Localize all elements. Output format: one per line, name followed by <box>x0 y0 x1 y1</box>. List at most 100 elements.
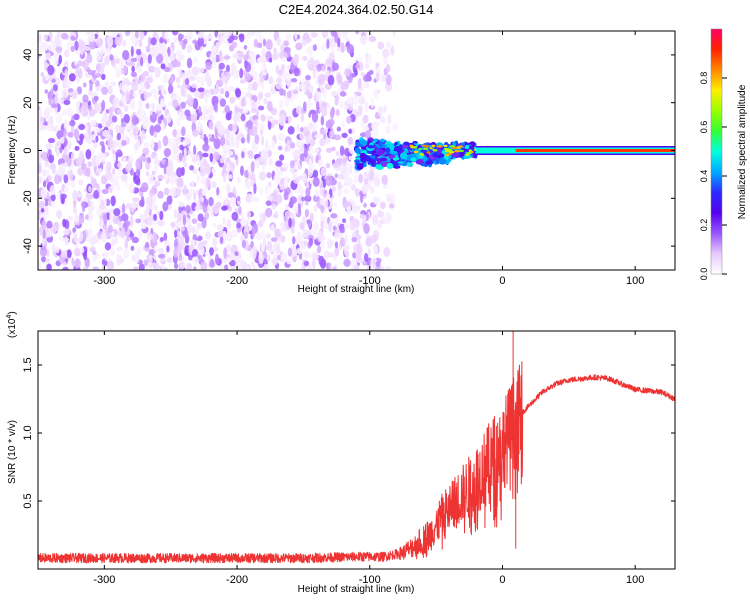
heatmap-cell <box>345 36 349 42</box>
heatmap-cell <box>105 108 110 114</box>
heatmap-cell <box>43 211 48 222</box>
heatmap-cell <box>154 180 161 187</box>
heatmap-cell <box>238 33 244 39</box>
heatmap-cell <box>51 78 56 83</box>
heatmap-cell <box>76 108 81 114</box>
heatmap-cell <box>52 84 58 92</box>
heatmap-cell <box>124 31 131 37</box>
heatmap-cell <box>138 229 143 240</box>
heatmap-cell <box>341 218 347 224</box>
heatmap-cell <box>314 91 322 102</box>
heatmap-cell <box>133 125 139 137</box>
heatmap-cell <box>296 231 303 244</box>
heatmap-cell <box>161 264 166 270</box>
heatmap-cell <box>185 99 191 105</box>
heatmap-cell <box>38 176 43 184</box>
heatmap-cell <box>399 144 403 149</box>
heatmap-cell <box>165 160 169 167</box>
heatmap-cell <box>254 145 259 152</box>
heatmap-cell <box>187 149 191 155</box>
heatmap-cell <box>139 31 145 41</box>
heatmap-cell <box>258 252 264 265</box>
heatmap-cell <box>38 119 42 130</box>
heatmap-cell <box>154 261 160 270</box>
heatmap-cell <box>40 187 48 199</box>
heatmap-cell <box>108 36 113 44</box>
heatmap-cell <box>468 149 472 152</box>
heatmap-cell <box>343 81 350 88</box>
heatmap-cell <box>116 253 120 261</box>
heatmap-cell <box>267 181 272 187</box>
heatmap-cell <box>212 238 218 247</box>
heatmap-cell <box>334 94 340 103</box>
heatmap-cell <box>356 164 364 170</box>
heatmap-cell <box>292 236 296 245</box>
heatmap-cell <box>68 73 76 82</box>
heatmap-cell <box>219 135 226 147</box>
heatmap-cell <box>293 205 299 215</box>
heatmap-cell <box>79 231 84 242</box>
heatmap-cell <box>265 39 273 51</box>
heatmap-cell <box>239 68 244 79</box>
heatmap-cell <box>157 253 166 259</box>
heatmap-cell <box>207 105 214 116</box>
heatmap-cell <box>70 35 76 41</box>
heatmap-cell <box>114 235 118 245</box>
colorbar-gradient <box>710 28 723 275</box>
heatmap-cell <box>145 102 150 109</box>
heatmap-cell <box>321 215 328 222</box>
heatmap-cell <box>75 156 82 167</box>
heatmap-cell <box>354 147 361 154</box>
heatmap-cell <box>308 133 312 142</box>
snr-multiplier-close: ) <box>7 311 18 314</box>
heatmap-cell <box>200 196 204 203</box>
heatmap-cell <box>114 124 122 133</box>
heatmap-cell <box>266 172 272 179</box>
heatmap-cell <box>361 183 369 195</box>
heatmap-cell <box>58 166 66 175</box>
heatmap-cell <box>279 114 286 127</box>
heatmap-cell <box>250 179 255 185</box>
heatmap-cell <box>221 76 228 83</box>
heatmap-cell <box>243 54 249 61</box>
heatmap-cell <box>341 120 346 128</box>
heatmap-cell <box>371 155 376 159</box>
heatmap-cell <box>273 47 277 53</box>
heatmap-cell <box>183 147 187 158</box>
heatmap-cell <box>180 226 185 232</box>
heatmap-cell <box>81 201 86 213</box>
heatmap-cell <box>41 219 47 232</box>
heatmap-cell <box>369 185 375 194</box>
heatmap-cell <box>132 255 139 262</box>
heatmap-cell <box>56 149 60 157</box>
heatmap-cell <box>426 151 431 154</box>
heatmap-cell <box>413 150 419 154</box>
heatmap-cell <box>347 136 354 146</box>
heatmap-cell <box>377 106 384 117</box>
heatmap-cell <box>76 86 83 95</box>
heatmap-cell <box>70 45 75 53</box>
heatmap-cell <box>118 170 122 181</box>
heatmap-cell <box>180 84 185 97</box>
heatmap-cell <box>225 230 233 242</box>
heatmap-cell <box>379 201 386 210</box>
heatmap-cell <box>84 46 91 52</box>
heatmap-cell <box>128 183 135 194</box>
heatmap-cell <box>165 52 169 65</box>
heatmap-cell <box>229 196 236 207</box>
heatmap-cell <box>318 255 325 267</box>
heatmap-cell <box>180 261 185 270</box>
heatmap-cell <box>107 85 113 95</box>
heatmap-cell <box>52 126 57 132</box>
heatmap-cell <box>224 90 230 98</box>
heatmap-cell <box>202 240 208 246</box>
heatmap-cell <box>38 164 42 174</box>
heatmap-cell <box>459 151 465 157</box>
y-tick-label: 1.0 <box>22 425 34 440</box>
heatmap-cell <box>244 62 252 73</box>
heatmap-cell <box>212 222 216 228</box>
heatmap-cell <box>312 258 316 270</box>
heatmap-cell <box>273 173 281 185</box>
heatmap-cell <box>164 66 171 73</box>
heatmap-cell <box>235 139 240 149</box>
